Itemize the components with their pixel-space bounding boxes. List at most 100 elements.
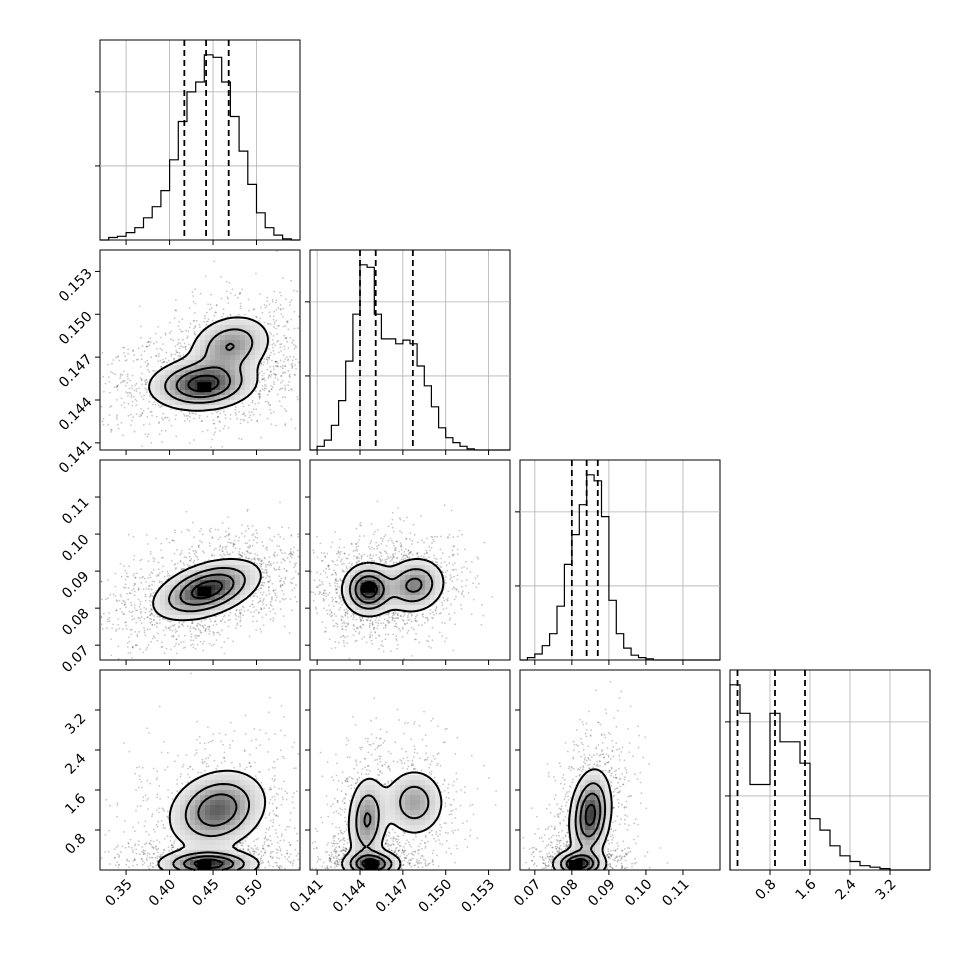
scatter-point bbox=[318, 593, 320, 595]
scatter-point bbox=[334, 572, 337, 574]
scatter-point bbox=[203, 320, 205, 323]
scatter-point bbox=[393, 617, 396, 620]
scatter-point bbox=[261, 594, 264, 596]
scatter-point bbox=[195, 634, 198, 637]
scatter-point bbox=[147, 363, 149, 366]
scatter-point bbox=[250, 419, 253, 421]
scatter-point bbox=[325, 609, 328, 612]
scatter-point bbox=[260, 584, 263, 587]
scatter-point bbox=[285, 320, 288, 323]
scatter-point bbox=[343, 645, 346, 647]
scatter-point bbox=[274, 376, 277, 379]
scatter-point bbox=[284, 384, 287, 387]
scatter-point bbox=[384, 561, 387, 564]
scatter-point bbox=[178, 643, 180, 645]
scatter-point bbox=[265, 547, 267, 550]
scatter-point bbox=[415, 638, 417, 641]
scatter-point bbox=[265, 385, 267, 387]
scatter-point bbox=[292, 356, 295, 358]
scatter-point bbox=[195, 319, 198, 322]
scatter-point bbox=[257, 601, 260, 604]
scatter-point bbox=[119, 375, 122, 377]
scatter-point bbox=[117, 618, 119, 620]
scatter-point bbox=[273, 553, 275, 556]
scatter-point bbox=[257, 557, 260, 560]
scatter-point bbox=[463, 595, 465, 598]
scatter-point bbox=[335, 577, 337, 580]
scatter-point bbox=[131, 618, 134, 621]
scatter-point bbox=[337, 585, 339, 588]
scatter-point bbox=[117, 356, 119, 358]
scatter-point bbox=[316, 586, 319, 589]
scatter-point bbox=[253, 557, 255, 560]
scatter-point bbox=[461, 592, 463, 594]
scatter-point bbox=[265, 570, 268, 573]
scatter-point bbox=[391, 518, 394, 521]
scatter-point bbox=[216, 416, 219, 419]
scatter-point bbox=[282, 593, 285, 595]
scatter-point bbox=[162, 557, 164, 559]
scatter-point bbox=[436, 561, 439, 564]
scatter-point bbox=[173, 842, 175, 845]
scatter-point bbox=[190, 633, 193, 636]
scatter-point bbox=[260, 565, 262, 568]
scatter-point bbox=[149, 617, 152, 620]
scatter-point bbox=[262, 584, 265, 587]
scatter-point bbox=[227, 516, 230, 518]
scatter-point bbox=[420, 539, 423, 542]
scatter-point bbox=[226, 553, 229, 555]
scatter-point bbox=[269, 315, 271, 318]
scatter-point bbox=[312, 551, 315, 554]
scatter-point bbox=[156, 622, 159, 625]
scatter-point bbox=[222, 312, 225, 315]
scatter-point bbox=[334, 582, 336, 584]
scatter-point bbox=[281, 589, 283, 592]
scatter-point bbox=[379, 559, 382, 561]
scatter-point bbox=[293, 289, 295, 292]
scatter-point bbox=[396, 540, 398, 543]
scatter-point bbox=[297, 535, 299, 538]
scatter-point bbox=[491, 595, 494, 598]
scatter-point bbox=[157, 573, 159, 576]
scatter-point bbox=[263, 358, 266, 360]
scatter-point bbox=[262, 599, 265, 602]
scatter-point bbox=[403, 613, 406, 616]
scatter-point bbox=[268, 390, 271, 393]
scatter-point bbox=[358, 535, 361, 537]
scatter-point bbox=[213, 314, 216, 317]
scatter-point bbox=[322, 597, 325, 600]
scatter-point bbox=[132, 860, 135, 862]
scatter-point bbox=[356, 562, 358, 564]
scatter-point bbox=[185, 348, 187, 351]
scatter-point bbox=[239, 556, 241, 559]
scatter-point bbox=[213, 549, 216, 551]
scatter-point bbox=[148, 573, 151, 576]
scatter-point bbox=[206, 429, 209, 432]
scatter-point bbox=[171, 629, 174, 632]
scatter-point bbox=[180, 531, 183, 533]
scatter-point bbox=[273, 323, 276, 325]
scatter-point bbox=[136, 609, 139, 612]
scatter-point bbox=[461, 590, 464, 593]
scatter-point bbox=[446, 599, 449, 602]
scatter-point bbox=[126, 592, 128, 595]
scatter-point bbox=[141, 372, 144, 375]
scatter-point bbox=[157, 574, 160, 577]
scatter-point bbox=[139, 392, 141, 394]
scatter-point bbox=[347, 616, 349, 619]
scatter-point bbox=[247, 546, 249, 548]
scatter-point bbox=[412, 628, 415, 631]
scatter-point bbox=[373, 626, 375, 629]
scatter-point bbox=[335, 579, 337, 581]
scatter-point bbox=[379, 560, 382, 563]
scatter-point bbox=[193, 312, 196, 314]
scatter-point bbox=[239, 612, 242, 615]
scatter-point bbox=[150, 442, 153, 444]
scatter-point bbox=[259, 628, 262, 630]
scatter-point bbox=[266, 360, 269, 362]
scatter-point bbox=[135, 572, 138, 575]
scatter-point bbox=[239, 291, 241, 294]
scatter-point bbox=[242, 405, 245, 408]
scatter-point bbox=[101, 420, 104, 423]
